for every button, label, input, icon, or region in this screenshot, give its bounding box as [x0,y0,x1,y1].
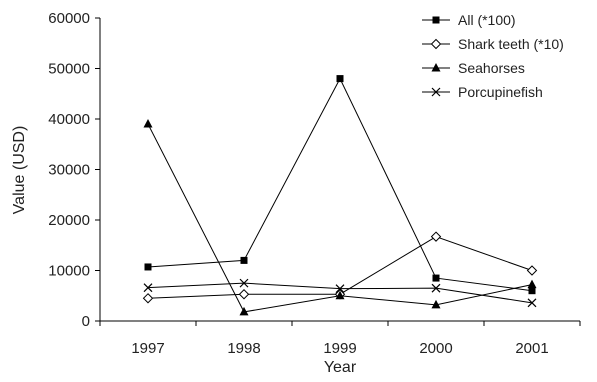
data-point [144,263,152,271]
x-ticks: 1997 1998 1999 2000 2001 [99,321,581,357]
series-x [143,278,537,308]
data-point [527,298,537,308]
data-point [239,306,249,316]
series-square [144,75,536,295]
data-point [143,283,153,293]
data-point [238,289,250,300]
legend-marker [431,87,441,97]
y-axis: 0 10000 20000 30000 40000 50000 60000 [48,10,101,330]
data-point [336,75,344,83]
y-tick-label: 30000 [48,162,90,179]
legend-label: Seahorses [458,60,525,76]
x-marker-stroke [239,278,249,288]
legend-item: Shark teeth (*10) [422,36,564,52]
x-tick-label: 1998 [227,340,260,357]
legend-marker [432,16,440,24]
data-point [240,256,248,264]
series-line [147,77,533,292]
y-tick-label: 10000 [48,263,90,280]
series-layer [142,75,538,316]
x-tick-label: 1999 [323,340,356,357]
y-tick-label: 50000 [48,61,90,78]
data-point [431,283,441,293]
y-tick-label: 60000 [48,10,90,27]
data-point [528,287,536,295]
x-tick-label: 2000 [419,340,452,357]
legend: All (*100) Shark teeth (*10) Seahorses Porc… [422,12,564,100]
x-tick-label: 1997 [131,340,164,357]
legend-marker [431,63,441,72]
legend-label: Shark teeth (*10) [458,36,564,52]
x-axis-title: Year [324,359,357,376]
data-point [335,284,345,294]
x-axis: 1997 1998 1999 2000 2001 [99,320,581,357]
data-point [526,265,538,276]
data-point [430,231,442,242]
y-tick-label: 40000 [48,111,90,128]
y-tick-label: 20000 [48,212,90,229]
legend-label: All (*100) [458,12,516,28]
x-marker-stroke [143,283,153,293]
data-point [142,293,154,304]
x-marker-stroke [527,298,537,308]
data-point [527,279,537,289]
x-marker-stroke [431,283,441,293]
legend-label: Porcupinefish [458,84,543,100]
x-marker-stroke [431,87,441,97]
series-line [147,123,533,313]
data-point [143,119,153,128]
x-tick-label: 2001 [515,340,548,357]
data-point [239,278,249,288]
y-tick-label: 0 [82,313,90,330]
data-point [432,274,440,282]
data-point [431,299,441,309]
legend-marker [430,38,442,50]
data-point [335,290,345,300]
x-marker-stroke [335,284,345,294]
legend-item: All (*100) [422,12,516,28]
y-ticks: 0 10000 20000 30000 40000 50000 60000 [48,10,100,330]
legend-item: Seahorses [422,60,525,76]
y-axis-title: Value (USD) [11,126,28,215]
legend-item: Porcupinefish [422,84,543,100]
series-triangle [143,119,537,316]
